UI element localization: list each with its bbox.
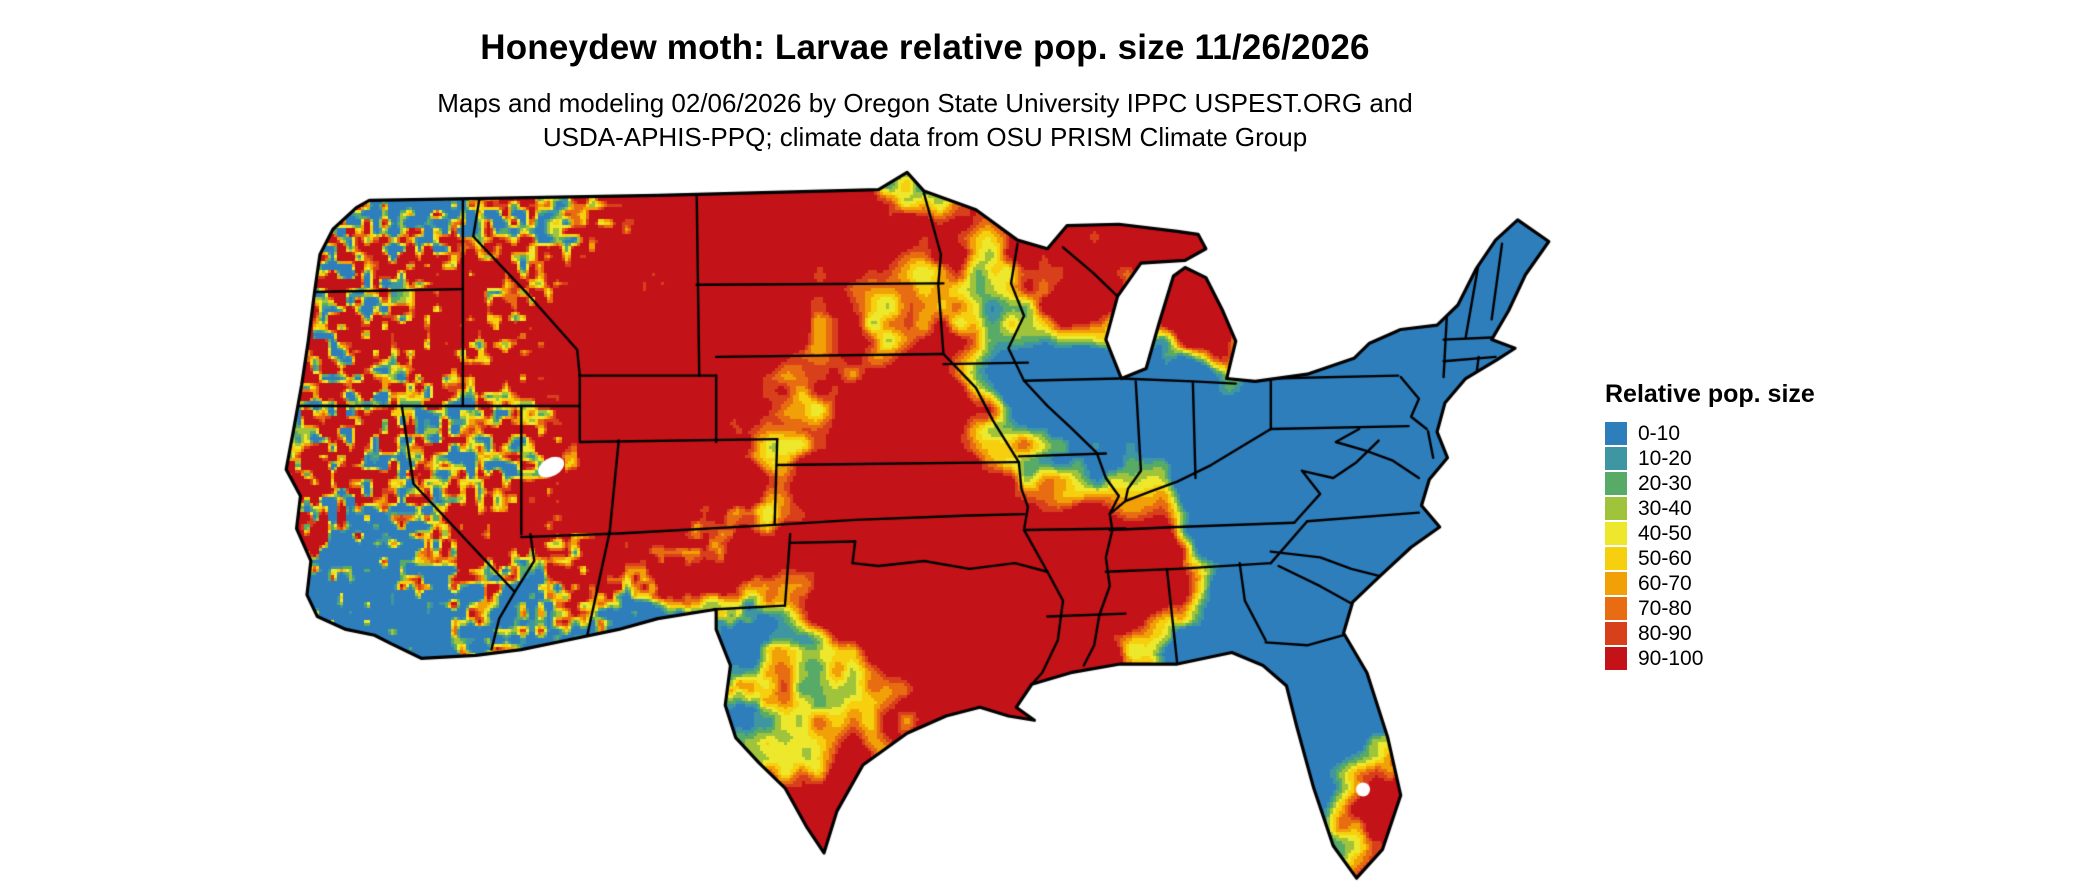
legend-item: 30-40 xyxy=(1605,496,1885,521)
legend-item: 40-50 xyxy=(1605,521,1885,546)
legend-swatch xyxy=(1605,647,1627,670)
legend-swatch xyxy=(1605,572,1627,595)
legend-item: 90-100 xyxy=(1605,646,1885,671)
legend-item: 70-80 xyxy=(1605,596,1885,621)
legend-items: 0-10 10-20 20-30 30-40 40-50 50-60 60-70 70-80 8… xyxy=(1605,421,1885,671)
legend-title: Relative pop. size xyxy=(1605,380,1815,408)
legend-item-label: 70-80 xyxy=(1638,596,1692,620)
legend-item-label: 0-10 xyxy=(1638,421,1681,445)
legend-swatch xyxy=(1605,622,1627,645)
legend-item-label: 50-60 xyxy=(1638,546,1692,570)
legend-swatch xyxy=(1605,447,1627,470)
legend-item-label: 60-70 xyxy=(1638,571,1692,595)
legend-swatch xyxy=(1605,497,1627,520)
legend-item-label: 20-30 xyxy=(1638,471,1692,495)
legend-swatch xyxy=(1605,472,1627,495)
legend-item-label: 40-50 xyxy=(1638,521,1692,545)
legend-item-label: 90-100 xyxy=(1638,646,1704,670)
legend-item-label: 30-40 xyxy=(1638,496,1692,520)
subtitle-line-1: Maps and modeling 02/06/2026 by Oregon S… xyxy=(437,88,1413,118)
subtitle-line-2: USDA-APHIS-PPQ; climate data from OSU PR… xyxy=(542,122,1308,152)
legend-item: 20-30 xyxy=(1605,471,1885,496)
legend-item: 50-60 xyxy=(1605,546,1885,571)
legend: Relative pop. size 0-10 10-20 20-30 30-40 40… xyxy=(1605,380,1885,671)
legend-swatch xyxy=(1605,422,1627,445)
legend-item: 10-20 xyxy=(1605,446,1885,471)
legend-swatch xyxy=(1605,547,1627,570)
legend-swatch xyxy=(1605,522,1627,545)
legend-item: 80-90 xyxy=(1605,621,1885,646)
us-distribution-map xyxy=(268,168,1567,889)
subtitle: Maps and modeling 02/06/2026 by Oregon S… xyxy=(0,86,1850,154)
legend-item: 60-70 xyxy=(1605,571,1885,596)
page-title: Honeydew moth: Larvae relative pop. size… xyxy=(480,28,1370,67)
legend-item-label: 80-90 xyxy=(1638,621,1692,645)
legend-swatch xyxy=(1605,597,1627,620)
legend-item-label: 10-20 xyxy=(1638,446,1692,470)
legend-item: 0-10 xyxy=(1605,421,1885,446)
